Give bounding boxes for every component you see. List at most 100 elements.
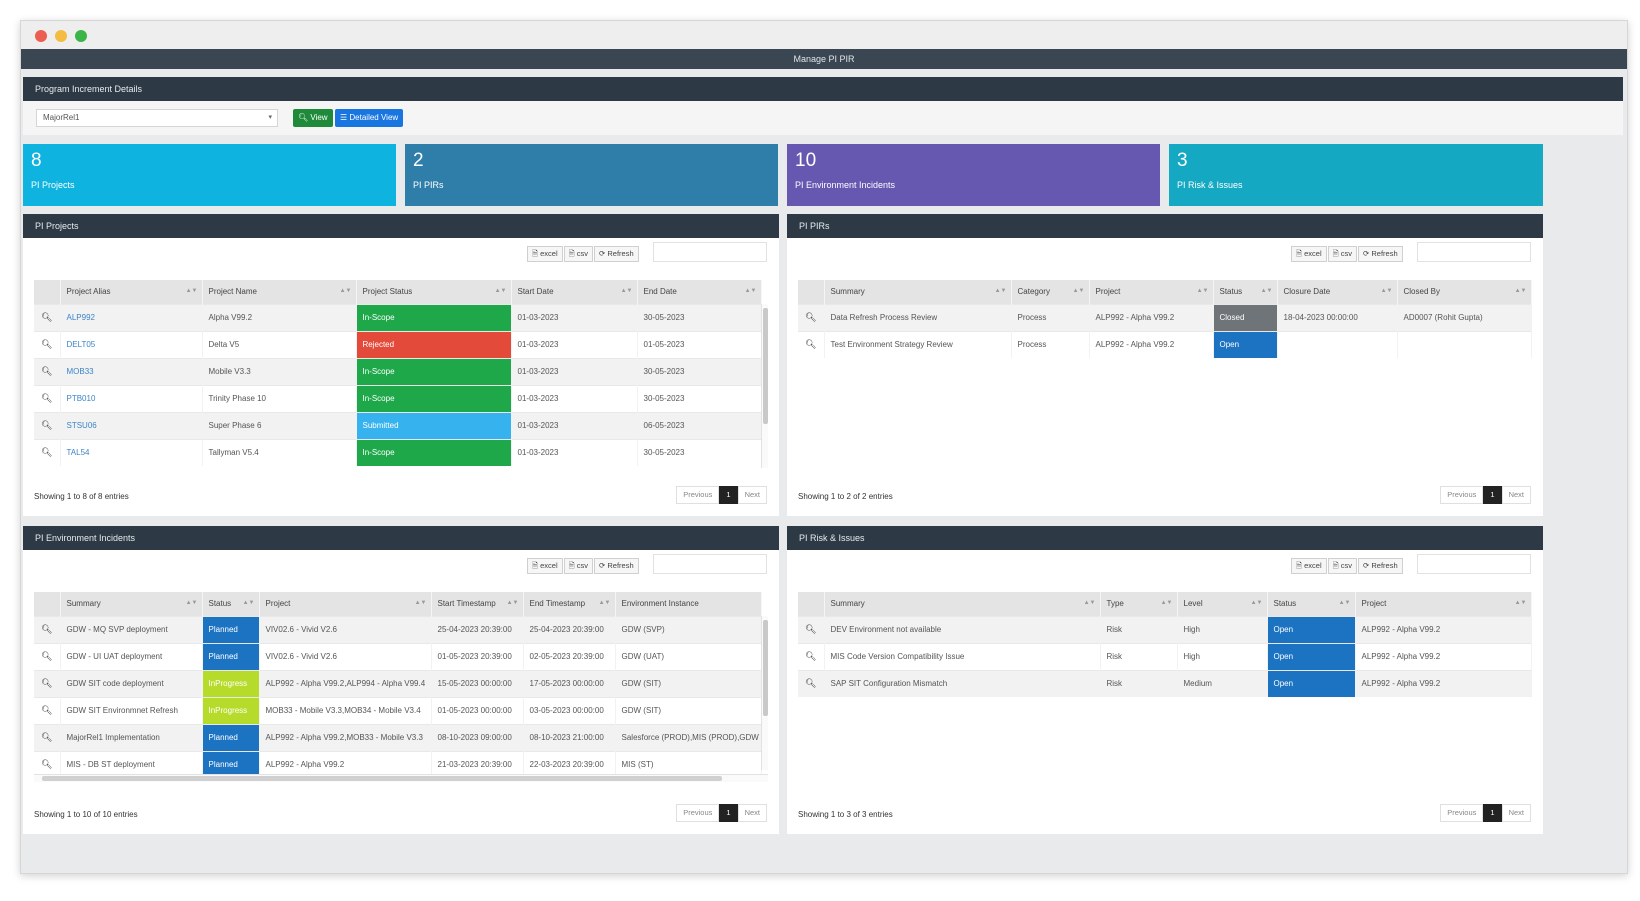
projects-scrollbar[interactable] [761,304,768,468]
magnifier-icon[interactable]: 🔍︎ [798,642,825,670]
magnifier-icon[interactable]: 🔍︎ [34,696,61,724]
table-row[interactable]: 🔍︎ ALP992 Alpha V99.2 In-Scope 01-03-2023 30-… [34,303,762,331]
incidents-search-input[interactable] [653,554,767,574]
magnifier-icon[interactable]: 🔍︎ [34,723,61,751]
page-1-button[interactable]: 1 [1483,804,1502,822]
table-row[interactable]: 🔍︎ Test Environment Strategy Review Proces… [798,330,1532,358]
column-header[interactable]: Type ▲▼ [1100,592,1178,616]
view-button[interactable]: 🔍︎ View [293,109,333,127]
table-row[interactable]: 🔍︎ DELT05 Delta V5 Rejected 01-03-2023 01-05-… [34,330,762,358]
previous-page-button[interactable]: Previous [676,804,720,822]
column-header[interactable]: Start Date ▲▼ [511,280,638,304]
table-row[interactable]: 🔍︎ Data Refresh Process Review Process ALP9… [798,303,1532,331]
risks-search-input[interactable] [1417,554,1531,574]
column-header[interactable]: Summary ▲▼ [824,280,1012,304]
table-row[interactable]: 🔍︎ PTB010 Trinity Phase 10 In-Scope 01-03-20… [34,384,762,412]
minimize-window-dot[interactable] [55,30,67,42]
table-row[interactable]: 🔍︎ DEV Environment not available Risk High O… [798,615,1532,643]
projects-search-input[interactable] [653,242,767,262]
card-pi-risk-issues[interactable]: 3 PI Risk & Issues [1169,144,1543,206]
magnifier-icon[interactable]: 🔍︎ [34,438,61,466]
release-select[interactable]: MajorRel1 ▾ [36,109,278,127]
column-header[interactable]: Project Status ▲▼ [356,280,512,304]
previous-page-button[interactable]: Previous [1440,804,1484,822]
refresh-button[interactable]: ⟳ Refresh [594,558,639,574]
magnifier-icon[interactable]: 🔍︎ [34,357,61,385]
table-row[interactable]: 🔍︎ MOB33 Mobile V3.3 In-Scope 01-03-2023 30-0… [34,357,762,385]
column-header[interactable]: Level ▲▼ [1177,592,1268,616]
previous-page-button[interactable]: Previous [1440,486,1484,504]
refresh-button[interactable]: ⟳ Refresh [594,246,639,262]
refresh-button[interactable]: ⟳ Refresh [1358,558,1403,574]
csv-export-button[interactable]: 🗎 csv [1327,246,1358,262]
detailed-view-button[interactable]: ☰ Detailed View [335,109,404,127]
table-row[interactable]: 🔍︎ MajorRel1 Implementation Planned ALP992 … [34,723,762,751]
column-header[interactable]: Project Name ▲▼ [202,280,357,304]
page-1-button[interactable]: 1 [1483,486,1502,504]
column-header[interactable]: Start Timestamp ▲▼ [431,592,524,616]
project-alias-link[interactable]: ALP992 [60,303,203,331]
previous-page-button[interactable]: Previous [676,486,720,504]
table-row[interactable]: 🔍︎ MIS Code Version Compatibility Issue Ri… [798,642,1532,670]
magnifier-icon[interactable]: 🔍︎ [34,642,61,670]
column-header[interactable]: Status ▲▼ [202,592,260,616]
excel-export-button[interactable]: 🗎 excel [527,558,563,574]
magnifier-icon[interactable]: 🔍︎ [34,384,61,412]
project-alias-link[interactable]: DELT05 [60,330,203,358]
table-row[interactable]: 🔍︎ MIS - DB ST deployment Planned ALP992 - … [34,750,762,778]
magnifier-icon[interactable]: 🔍︎ [34,669,61,697]
column-header[interactable]: Closed By ▲▼ [1397,280,1532,304]
column-header[interactable]: End Timestamp ▲▼ [523,592,616,616]
card-pi-pirs[interactable]: 2 PI PIRs [405,144,778,206]
column-header[interactable]: Project Alias ▲▼ [60,280,203,304]
table-row[interactable]: 🔍︎ SAP SIT Configuration Mismatch Risk Medi… [798,669,1532,697]
column-header[interactable]: Category ▲▼ [1011,280,1090,304]
incidents-scrollbar[interactable] [761,616,768,770]
magnifier-icon[interactable]: 🔍︎ [34,330,61,358]
page-1-button[interactable]: 1 [719,804,738,822]
pirs-search-input[interactable] [1417,242,1531,262]
column-header[interactable]: Summary ▲▼ [60,592,203,616]
column-header[interactable]: Closure Date ▲▼ [1277,280,1398,304]
table-row[interactable]: 🔍︎ GDW SIT code deployment InProgress ALP99… [34,669,762,697]
table-row[interactable]: 🔍︎ GDW - MQ SVP deployment Planned VIV02.6 … [34,615,762,643]
column-header[interactable]: Summary ▲▼ [824,592,1101,616]
close-window-dot[interactable] [35,30,47,42]
magnifier-icon[interactable]: 🔍︎ [34,615,61,643]
table-row[interactable]: 🔍︎ TAL54 Tallyman V5.4 In-Scope 01-03-2023 30… [34,438,762,466]
csv-export-button[interactable]: 🗎 csv [563,558,594,574]
project-alias-link[interactable]: MOB33 [60,357,203,385]
project-alias-link[interactable]: STSU06 [60,411,203,439]
column-header[interactable]: Status ▲▼ [1267,592,1356,616]
card-pi-projects[interactable]: 8 PI Projects [23,144,396,206]
table-row[interactable]: 🔍︎ GDW - UI UAT deployment Planned VIV02.6 … [34,642,762,670]
magnifier-icon[interactable]: 🔍︎ [798,669,825,697]
next-page-button[interactable]: Next [1501,486,1531,504]
magnifier-icon[interactable]: 🔍︎ [34,750,61,778]
magnifier-icon[interactable]: 🔍︎ [798,330,825,358]
excel-export-button[interactable]: 🗎 excel [1291,246,1327,262]
card-pi-environment-incidents[interactable]: 10 PI Environment Incidents [787,144,1160,206]
column-header[interactable]: Project ▲▼ [259,592,432,616]
next-page-button[interactable]: Next [737,486,767,504]
excel-export-button[interactable]: 🗎 excel [1291,558,1327,574]
magnifier-icon[interactable]: 🔍︎ [798,303,825,331]
refresh-button[interactable]: ⟳ Refresh [1358,246,1403,262]
magnifier-icon[interactable]: 🔍︎ [34,411,61,439]
next-page-button[interactable]: Next [1501,804,1531,822]
excel-export-button[interactable]: 🗎 excel [527,246,563,262]
maximize-window-dot[interactable] [75,30,87,42]
next-page-button[interactable]: Next [737,804,767,822]
csv-export-button[interactable]: 🗎 csv [563,246,594,262]
project-alias-link[interactable]: TAL54 [60,438,203,466]
column-header[interactable]: Environment Instance [615,592,762,616]
magnifier-icon[interactable]: 🔍︎ [34,303,61,331]
magnifier-icon[interactable]: 🔍︎ [798,615,825,643]
table-row[interactable]: 🔍︎ GDW SIT Environmnet Refresh InProgress M… [34,696,762,724]
page-1-button[interactable]: 1 [719,486,738,504]
column-header[interactable]: Status ▲▼ [1213,280,1278,304]
incidents-horizontal-scrollbar[interactable] [34,774,768,782]
column-header[interactable]: End Date ▲▼ [637,280,762,304]
project-alias-link[interactable]: PTB010 [60,384,203,412]
csv-export-button[interactable]: 🗎 csv [1327,558,1358,574]
